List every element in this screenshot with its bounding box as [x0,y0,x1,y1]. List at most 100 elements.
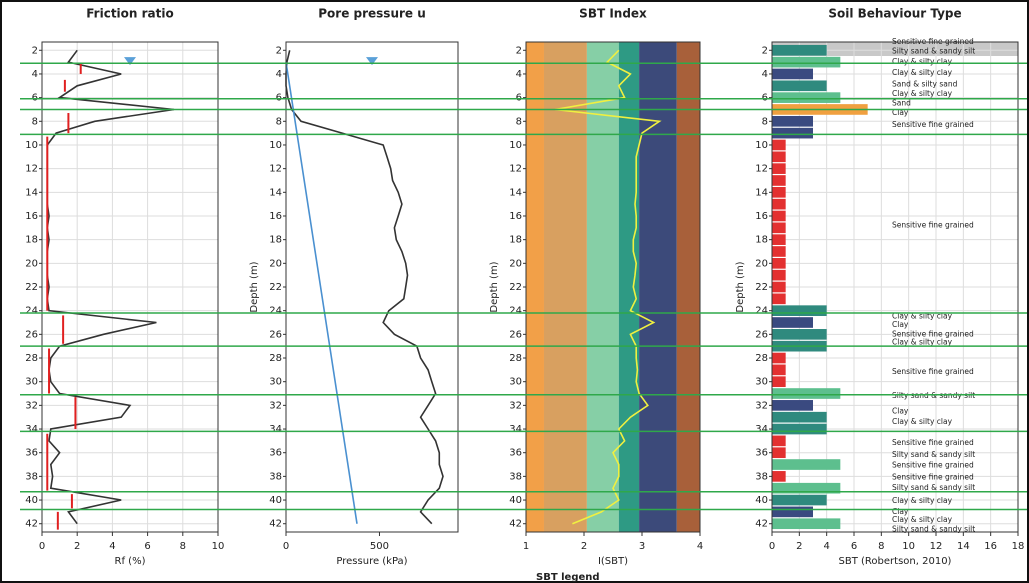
sbt-bar [772,411,827,423]
y-tick-label: 24 [509,306,522,317]
layer-label: Clay & silty clay [892,68,953,77]
y-tick-label: 30 [25,377,38,388]
chart-title: SBT Index [579,7,647,21]
sbt-bar [772,471,786,482]
layer-label: Clay [892,507,909,516]
sbt-bar [772,293,786,305]
x-tick-label: 18 [1012,541,1025,552]
profile-line [285,61,358,524]
y-tick-label: 18 [269,235,282,246]
profile-line [285,50,444,525]
layer-label: Silty sand & sandy silt [892,46,975,55]
sbt-bar [772,68,813,80]
sbt-bar [772,447,786,459]
y-tick-label: 36 [269,448,282,459]
y-tick-label: 30 [755,377,768,388]
sbt-bar [772,246,786,257]
y-tick-label: 32 [25,400,38,411]
y-tick-label: 12 [25,164,38,175]
y-tick-label: 20 [269,258,282,269]
x-tick-label: 10 [902,541,915,552]
y-tick-label: 2 [276,45,282,56]
layer-label: Clay & silty clay [892,89,953,98]
y-tick-label: 10 [269,140,282,151]
y-tick-label: 18 [755,235,768,246]
sbt-bar [772,423,827,435]
sbt-bar [772,151,786,163]
y-tick-label: 42 [269,519,282,530]
x-tick-label: 8 [878,541,884,552]
sbt-zone [526,42,544,532]
y-tick-label: 28 [269,353,282,364]
y-tick-label: 26 [269,329,282,340]
layer-label: Silty sand & sandy silt [892,450,975,459]
y-tick-label: 40 [269,495,282,506]
x-tick-label: 0 [39,541,45,552]
sbt-bar [772,92,841,103]
sbt-bar [772,210,786,222]
sbt-bar [772,80,827,92]
y-tick-label: 12 [269,164,282,175]
y-tick-label: 14 [509,187,522,198]
y-tick-label: 26 [25,329,38,340]
layer-label: Sensitive fine grained [892,473,974,482]
y-tick-label: 38 [755,471,768,482]
y-tick-label: 10 [25,140,38,151]
y-tick-label: 2 [762,45,768,56]
y-tick-label: 4 [32,69,38,80]
y-tick-label: 40 [25,495,38,506]
y-tick-label: 24 [25,306,38,317]
chart-title: Soil Behaviour Type [828,7,961,21]
layer-label: Clay & silty clay [892,338,953,347]
y-tick-label: 36 [509,448,522,459]
sbt-bar [772,281,786,293]
sbt-bar [772,127,813,139]
x-tick-label: 4 [823,541,829,552]
x-tick-label: 12 [930,541,943,552]
y-tick-label: 20 [509,258,522,269]
sbt-bar [772,435,786,447]
y-axis-label: Depth (m) [489,261,500,312]
y-tick-label: 30 [269,377,282,388]
sbt-bar [772,317,813,328]
y-tick-label: 22 [509,282,522,293]
x-axis-label: Pressure (kPa) [336,556,407,567]
layer-label: Clay & silty clay [892,417,953,426]
plot-frame [285,41,459,533]
x-axis-label: SBT (Robertson, 2010) [839,556,952,567]
y-tick-label: 34 [509,424,522,435]
x-tick-label: 3 [639,541,645,552]
sbt-bar [772,44,827,56]
layer-label: Sensitive fine grained [892,367,974,376]
y-tick-label: 16 [509,211,522,222]
y-tick-label: 32 [509,400,522,411]
chart-title: Pore pressure u [318,7,426,21]
x-axis-label: Rf (%) [115,556,146,567]
y-tick-label: 34 [25,424,38,435]
y-tick-label: 4 [516,69,522,80]
y-tick-label: 8 [516,116,522,127]
y-axis-label: Depth (m) [735,261,746,312]
sbt-bar [772,56,841,68]
y-tick-label: 32 [755,400,768,411]
x-axis-label: I(SBT) [598,556,628,567]
y-tick-label: 2 [32,45,38,56]
x-tick-label: 6 [144,541,150,552]
sbt-bar [772,329,827,340]
x-tick-label: 10 [212,541,225,552]
y-tick-label: 10 [755,140,768,151]
y-tick-label: 16 [755,211,768,222]
y-tick-label: 22 [25,282,38,293]
sbt-bar [772,352,786,364]
y-tick-label: 42 [509,519,522,530]
sbt-bar [772,364,786,376]
y-tick-label: 22 [269,282,282,293]
plot-frame [525,41,701,533]
profile-line [554,49,662,525]
sbt-bar [772,269,786,281]
sbt-bar [772,494,827,506]
sbt-bar [772,163,786,174]
sbt-bar [772,186,786,198]
sbt-bar [772,506,813,518]
layer-label: Sensitive fine grained [892,329,974,338]
